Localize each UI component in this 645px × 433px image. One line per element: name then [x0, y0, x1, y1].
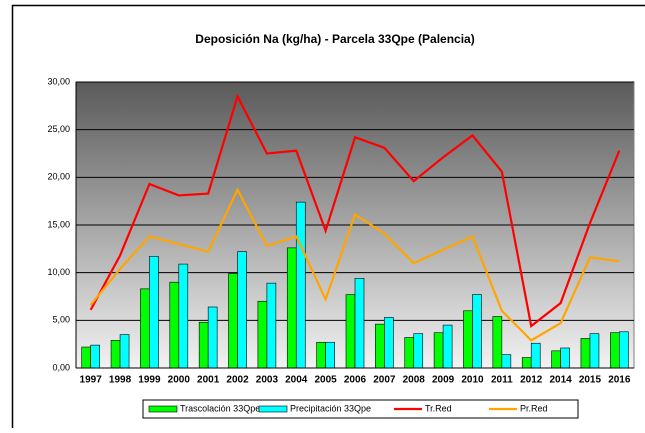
x-tick-label: 2003 — [256, 375, 279, 386]
bar — [355, 278, 364, 368]
bar — [199, 322, 208, 368]
x-tick-label: 2007 — [373, 375, 396, 386]
legend-swatch — [149, 406, 177, 412]
bar — [296, 202, 305, 368]
x-tick-label: 2015 — [579, 375, 602, 386]
x-tick-label: 2008 — [403, 375, 426, 386]
x-tick-label: 2010 — [461, 375, 484, 386]
bar — [120, 335, 129, 368]
y-tick-label: 20,00 — [47, 172, 70, 182]
x-tick-label: 2012 — [520, 375, 543, 386]
bar — [619, 332, 628, 368]
bar — [384, 317, 393, 368]
bar — [590, 334, 599, 368]
legend-swatch — [259, 406, 287, 412]
chart-title: Deposición Na (kg/ha) - Parcela 33Qpe (P… — [195, 32, 474, 46]
legend-label: Trascolación 33Qpe — [180, 403, 260, 413]
bar — [208, 307, 217, 368]
x-tick-label: 1997 — [80, 375, 103, 386]
y-tick-label: 30,00 — [47, 76, 70, 86]
bar — [326, 342, 335, 368]
y-tick-label: 25,00 — [47, 124, 70, 134]
bar — [443, 325, 452, 368]
legend-label: Precipitación 33Qpe — [290, 403, 371, 413]
x-tick-label: 1998 — [109, 375, 132, 386]
x-tick-label: 2001 — [197, 375, 220, 386]
bar — [346, 295, 355, 368]
bar — [561, 348, 570, 368]
bar — [140, 289, 149, 368]
bar — [258, 301, 267, 368]
x-tick-label: 2009 — [432, 375, 455, 386]
bar — [317, 342, 326, 368]
x-tick-label: 2000 — [168, 375, 191, 386]
bar — [502, 355, 511, 368]
bar — [82, 347, 91, 368]
bar — [493, 317, 502, 368]
x-tick-label: 1999 — [138, 375, 161, 386]
y-tick-label: 5,00 — [52, 315, 70, 325]
x-tick-label: 2005 — [315, 375, 338, 386]
bar — [170, 282, 179, 368]
bar — [414, 334, 423, 368]
bar — [91, 345, 100, 368]
x-tick-label: 2004 — [285, 375, 308, 386]
bar — [267, 283, 276, 368]
x-tick-label: 2006 — [344, 375, 367, 386]
bar — [111, 340, 120, 368]
bar — [238, 252, 247, 368]
bar — [472, 295, 481, 368]
bar — [531, 343, 540, 368]
bar — [179, 264, 188, 368]
x-tick-label: 2002 — [226, 375, 249, 386]
bar — [552, 351, 561, 368]
bar — [522, 358, 531, 368]
bar — [463, 311, 472, 368]
x-tick-label: 2016 — [608, 375, 631, 386]
bar — [229, 274, 238, 368]
x-tick-label: 2011 — [491, 375, 513, 386]
x-tick-label: 2014 — [549, 375, 572, 386]
legend-label: Tr.Red — [425, 403, 452, 413]
bar — [287, 248, 296, 368]
bar — [610, 333, 619, 368]
bar — [581, 338, 590, 368]
legend-label: Pr.Red — [520, 403, 548, 413]
bar — [375, 324, 384, 368]
bar — [405, 337, 414, 368]
y-tick-label: 10,00 — [47, 267, 70, 277]
bar — [434, 333, 443, 368]
y-tick-label: 15,00 — [47, 219, 70, 229]
y-tick-label: 0,00 — [52, 362, 70, 372]
bar — [149, 256, 158, 368]
